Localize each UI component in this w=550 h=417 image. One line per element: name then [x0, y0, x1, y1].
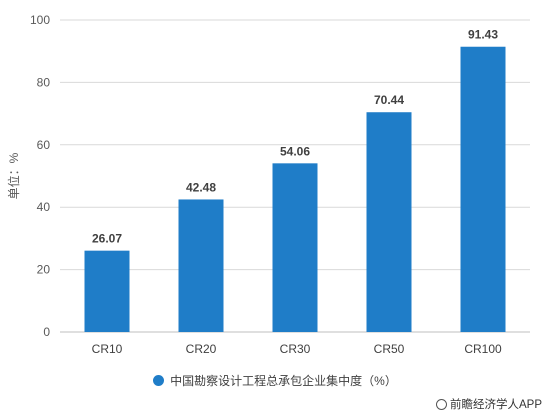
legend: 中国勘察设计工程总承包企业集中度（%）	[0, 372, 550, 389]
x-tick-label: CR20	[186, 342, 217, 356]
data-label: 42.48	[186, 180, 216, 194]
y-tick-label: 100	[30, 13, 50, 27]
y-tick-label: 80	[37, 75, 51, 89]
data-label: 26.07	[92, 232, 122, 246]
y-axis-label: 单位：%	[6, 152, 21, 199]
legend-label: 中国勘察设计工程总承包企业集中度（%）	[170, 374, 397, 388]
source-credit: 前瞻经济学人APP	[435, 396, 542, 412]
bar	[84, 250, 130, 332]
y-axis-ticks: 0 20 40 60 80 100	[30, 13, 50, 339]
y-tick-label: 20	[37, 263, 51, 277]
data-label: 91.43	[468, 28, 498, 42]
source-text: 前瞻经济学人APP	[449, 399, 542, 411]
bar-chart: 0 20 40 60 80 100 26.07 42.48 54.06 70.44 91.43 C…	[6, 13, 530, 356]
brand-logo-icon	[435, 399, 447, 410]
x-axis-categories: CR10 CR20 CR30 CR50 CR100	[92, 342, 502, 356]
data-label: 70.44	[374, 93, 404, 107]
bars	[84, 46, 506, 332]
x-tick-label: CR30	[280, 342, 311, 356]
x-tick-label: CR50	[374, 342, 405, 356]
y-tick-label: 60	[37, 138, 51, 152]
data-labels: 26.07 42.48 54.06 70.44 91.43	[92, 28, 498, 246]
bar	[178, 199, 224, 332]
y-tick-label: 40	[37, 200, 51, 214]
bar	[272, 163, 318, 332]
bar	[460, 46, 506, 332]
x-tick-label: CR10	[92, 342, 123, 356]
y-tick-label: 0	[43, 325, 50, 339]
x-tick-label: CR100	[464, 342, 502, 356]
bar	[366, 112, 412, 332]
data-label: 54.06	[280, 144, 310, 158]
legend-marker	[153, 375, 165, 386]
